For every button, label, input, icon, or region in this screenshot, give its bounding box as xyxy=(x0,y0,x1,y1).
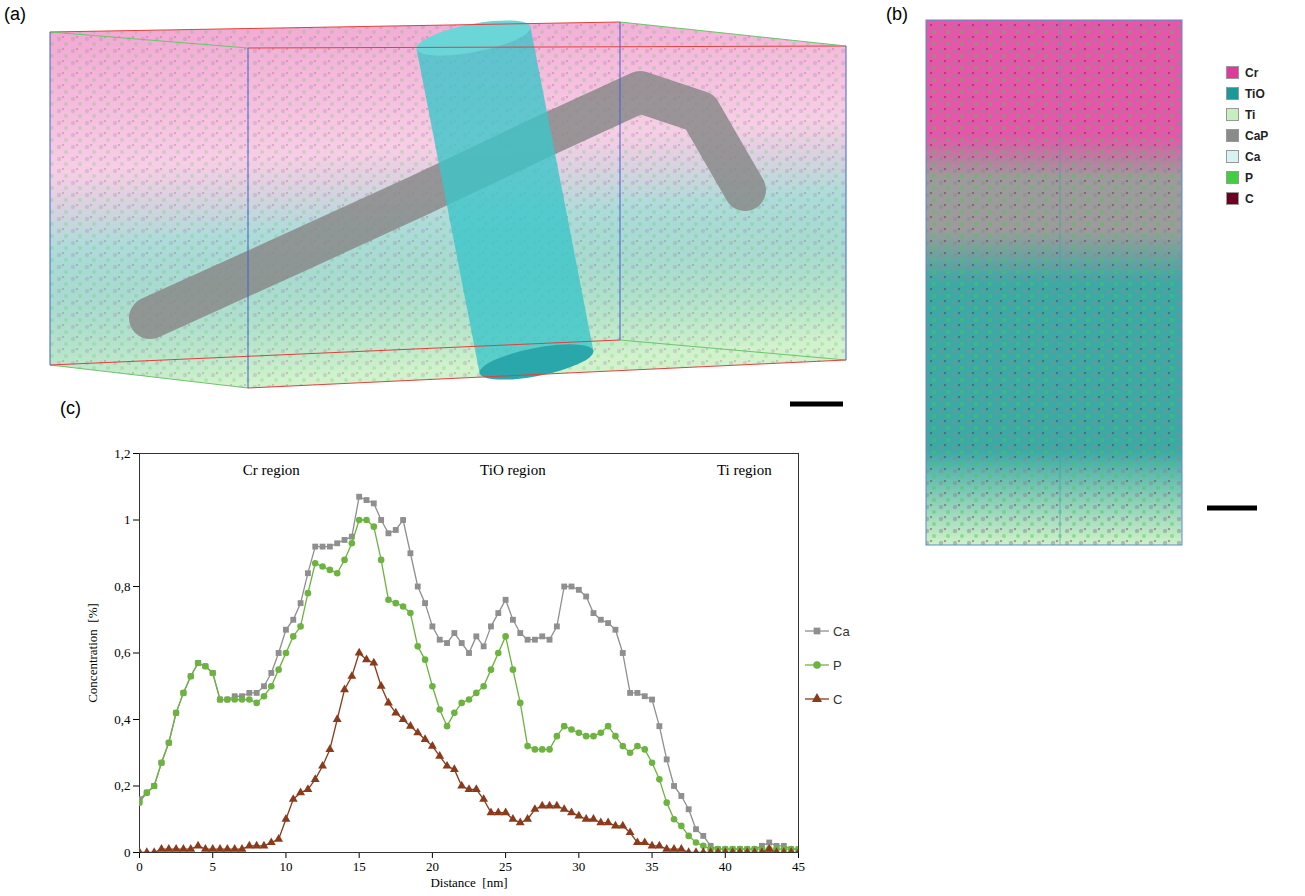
html-text:P: P xyxy=(1245,170,1253,185)
svg-text:0,2: 0,2 xyxy=(114,778,130,793)
svg-text:45: 45 xyxy=(792,859,805,874)
html-text:Cr: Cr xyxy=(1245,65,1259,80)
html-text:Ti: Ti xyxy=(1245,107,1256,122)
html-text:Ca: Ca xyxy=(833,623,850,639)
svg-text:0,6: 0,6 xyxy=(114,645,131,660)
svg-text:30: 30 xyxy=(572,859,585,874)
html-text:(b): (b) xyxy=(886,4,908,24)
svg-text:TiO region: TiO region xyxy=(480,462,546,478)
svg-text:5: 5 xyxy=(209,859,216,874)
html-text:C: C xyxy=(1245,191,1254,206)
html-text:(c): (c) xyxy=(60,398,81,418)
html-text:P: P xyxy=(833,657,842,673)
html-text:Ca: Ca xyxy=(1245,149,1261,164)
html-text:TiO: TiO xyxy=(1245,86,1265,101)
svg-text:0,8: 0,8 xyxy=(114,579,130,594)
svg-text:15: 15 xyxy=(353,859,366,874)
svg-text:40: 40 xyxy=(719,859,732,874)
svg-text:1,2: 1,2 xyxy=(114,446,130,461)
svg-text:20: 20 xyxy=(426,859,439,874)
svg-text:0: 0 xyxy=(136,859,143,874)
svg-text:25: 25 xyxy=(499,859,512,874)
svg-text:0: 0 xyxy=(124,845,131,860)
svg-text:Ti region: Ti region xyxy=(717,462,772,478)
svg-text:10: 10 xyxy=(279,859,292,874)
svg-text:Distance [nm]: Distance [nm] xyxy=(430,875,507,890)
html-text:(a): (a) xyxy=(4,4,26,24)
html-text:CaP: CaP xyxy=(1245,128,1269,143)
svg-text:Cr region: Cr region xyxy=(243,462,301,478)
svg-text:0,4: 0,4 xyxy=(114,712,131,727)
svg-text:35: 35 xyxy=(646,859,659,874)
svg-text:1: 1 xyxy=(124,512,131,527)
html-text:C: C xyxy=(833,691,843,707)
svg-text:Concentration [%]: Concentration [%] xyxy=(85,603,100,703)
